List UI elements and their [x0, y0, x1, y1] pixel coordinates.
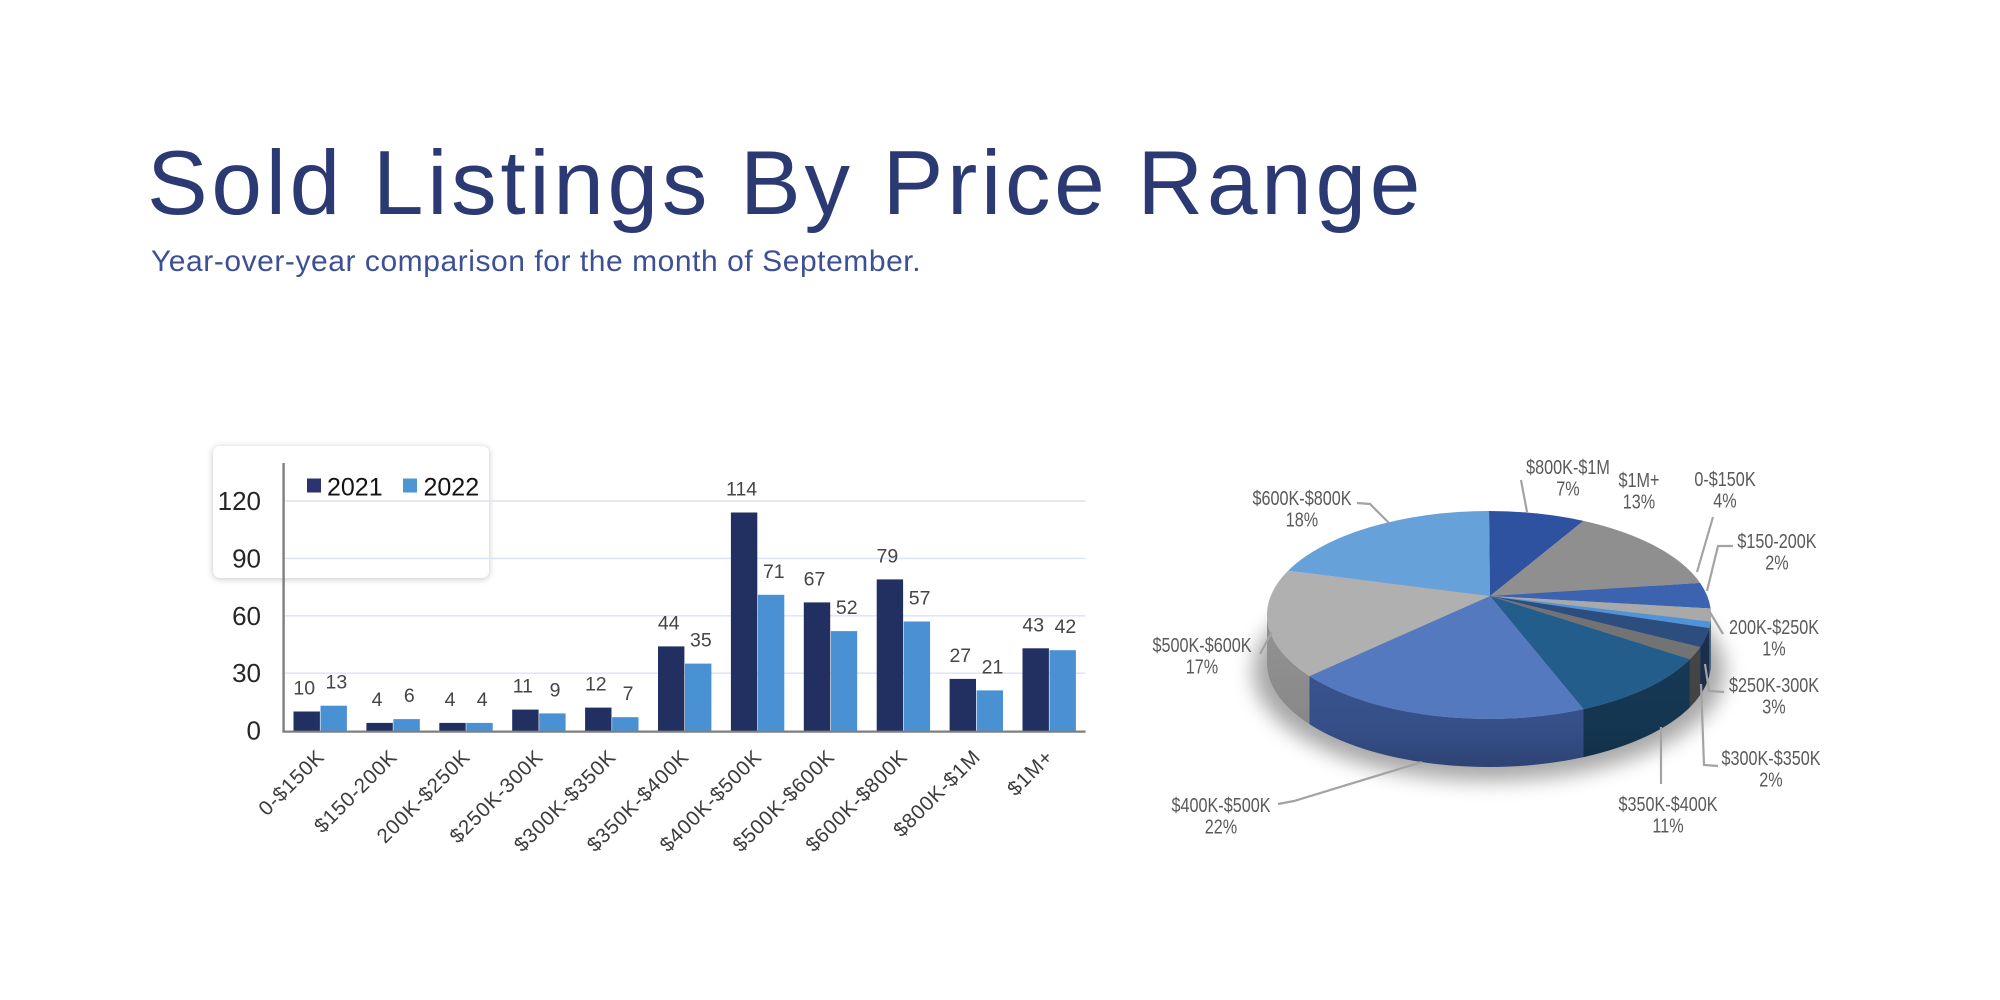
svg-text:6: 6	[404, 685, 415, 707]
svg-text:21: 21	[982, 656, 1004, 678]
svg-text:7: 7	[623, 683, 634, 705]
svg-text:13%: 13%	[1623, 490, 1655, 513]
svg-text:$400K-$500K: $400K-$500K	[1171, 793, 1271, 816]
svg-text:200K-$250K: 200K-$250K	[1729, 615, 1820, 638]
svg-text:$150-200K: $150-200K	[1737, 529, 1817, 552]
svg-text:2021: 2021	[327, 474, 383, 502]
svg-text:12: 12	[585, 674, 607, 696]
svg-text:$350K-$400K: $350K-$400K	[1618, 792, 1718, 815]
svg-text:$300K-$350K: $300K-$350K	[1721, 746, 1821, 769]
svg-text:7%: 7%	[1556, 477, 1579, 500]
svg-text:43: 43	[1022, 614, 1044, 636]
svg-text:60: 60	[232, 601, 261, 631]
svg-text:67: 67	[804, 568, 826, 590]
svg-text:2%: 2%	[1765, 551, 1788, 574]
svg-text:13: 13	[326, 672, 348, 694]
svg-text:4%: 4%	[1713, 489, 1736, 512]
svg-text:$250K-300K: $250K-300K	[1729, 673, 1820, 696]
svg-text:$800K-$1M: $800K-$1M	[1526, 455, 1610, 478]
svg-text:17%: 17%	[1186, 655, 1218, 678]
svg-text:18%: 18%	[1286, 508, 1318, 531]
svg-text:22%: 22%	[1205, 815, 1237, 838]
svg-text:90: 90	[232, 543, 261, 573]
svg-text:114: 114	[726, 479, 757, 501]
svg-text:52: 52	[836, 597, 858, 619]
svg-text:4: 4	[372, 689, 383, 711]
svg-text:2%: 2%	[1759, 768, 1782, 791]
svg-text:$600K-$800K: $600K-$800K	[1252, 486, 1352, 509]
svg-text:79: 79	[877, 545, 899, 567]
svg-text:3%: 3%	[1762, 695, 1785, 718]
svg-text:57: 57	[909, 588, 931, 610]
svg-text:0: 0	[247, 716, 261, 746]
svg-text:$1M+: $1M+	[1003, 745, 1058, 800]
svg-text:11: 11	[513, 676, 533, 698]
svg-text:71: 71	[763, 561, 785, 583]
svg-text:0-$150K: 0-$150K	[1694, 467, 1756, 490]
svg-text:11%: 11%	[1652, 814, 1683, 837]
svg-text:30: 30	[232, 658, 261, 688]
svg-text:4: 4	[445, 689, 456, 711]
svg-text:42: 42	[1055, 616, 1077, 638]
svg-text:4: 4	[477, 689, 488, 711]
svg-text:35: 35	[690, 630, 712, 652]
svg-text:9: 9	[550, 679, 561, 701]
svg-text:44: 44	[658, 612, 680, 634]
svg-text:27: 27	[949, 645, 971, 667]
svg-text:0-$150K: 0-$150K	[254, 745, 329, 820]
svg-text:120: 120	[218, 486, 261, 516]
svg-text:$1M+: $1M+	[1619, 468, 1660, 491]
svg-text:2022: 2022	[424, 474, 480, 502]
svg-text:10: 10	[293, 678, 315, 700]
svg-text:1%: 1%	[1762, 637, 1785, 660]
svg-text:$500K-$600K: $500K-$600K	[1152, 633, 1252, 656]
